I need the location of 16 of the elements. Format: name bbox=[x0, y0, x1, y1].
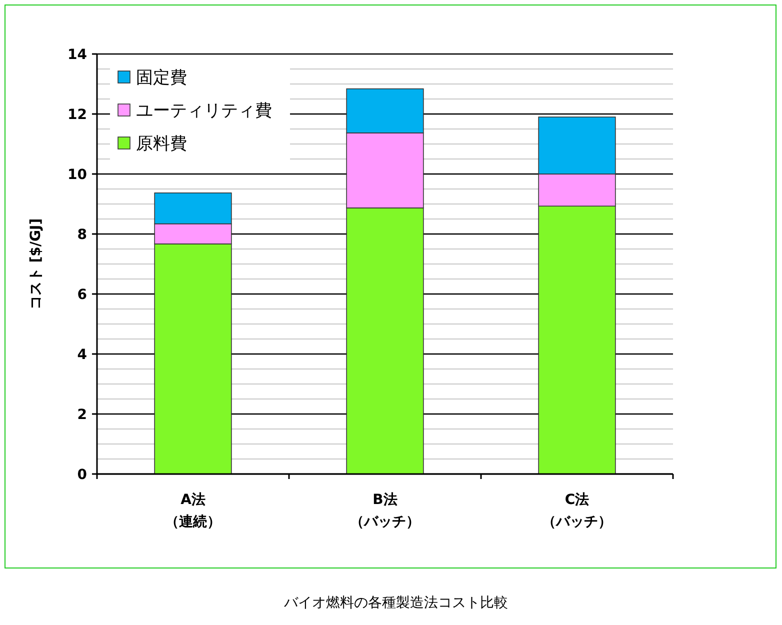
text: バイオ燃料の各種製造法コスト比較 bbox=[283, 595, 508, 611]
y-tick-label: 12 bbox=[68, 106, 87, 123]
legend-label: 固定費 bbox=[136, 68, 187, 88]
y-tick-label: 14 bbox=[68, 46, 88, 63]
y-axis-title: コスト [$/GJ] bbox=[28, 218, 44, 310]
y-tick-label: 8 bbox=[77, 226, 87, 243]
y-tick-label: 2 bbox=[77, 406, 87, 423]
legend-label: ユーティリティ費 bbox=[136, 100, 272, 121]
x-tick-label: C法（バッチ） bbox=[542, 492, 612, 530]
y-tick-label: 0 bbox=[77, 466, 88, 483]
x-tick-label: B法（バッチ） bbox=[350, 492, 420, 530]
y-tick-label: 4 bbox=[77, 346, 88, 363]
y-tick-label: 6 bbox=[77, 286, 87, 303]
x-tick-label: A法（連続） bbox=[165, 492, 221, 530]
legend-label: 原料費 bbox=[136, 134, 187, 154]
y-tick-label: 10 bbox=[68, 166, 88, 183]
